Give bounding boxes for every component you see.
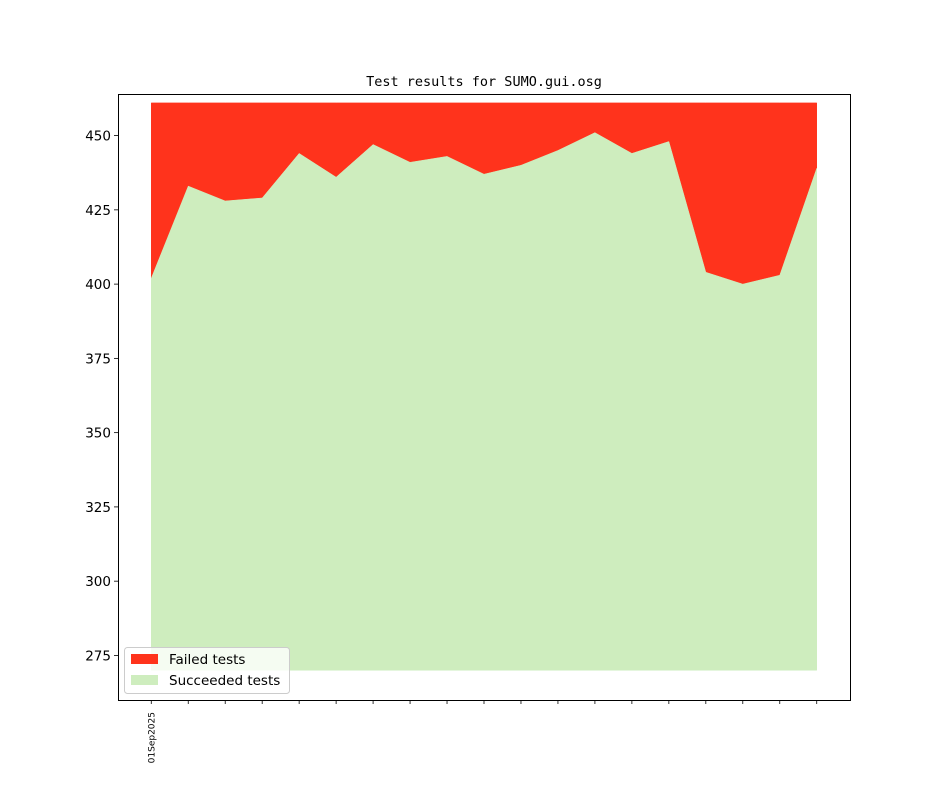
y-tick-label: 350 [85,426,111,442]
legend-label-succeeded: Succeeded tests [169,673,280,689]
y-tick-label: 325 [85,500,111,516]
y-tick-label: 400 [85,277,111,293]
y-tick-label: 450 [85,129,111,145]
y-tick-label: 375 [85,351,111,367]
y-axis: 275 300 325 350 375 400 425 450 [85,129,118,664]
plot-area [151,102,817,671]
axes-frame [118,94,851,701]
legend-swatch-failed [131,654,158,664]
series-area-succeeded-tests [151,132,817,671]
chart-title: Test results for SUMO.gui.osg [366,74,602,90]
x-axis: 01Sep2025 [147,700,818,763]
y-tick-label: 300 [85,574,111,590]
x-tick-label: 01Sep2025 [147,712,157,763]
legend-swatch-succeeded [131,675,158,685]
y-tick-label: 425 [85,203,111,219]
legend-label-failed: Failed tests [169,652,245,668]
legend: Failed tests Succeeded tests [124,647,290,694]
legend-box [124,647,290,694]
y-tick-label: 275 [85,648,111,664]
